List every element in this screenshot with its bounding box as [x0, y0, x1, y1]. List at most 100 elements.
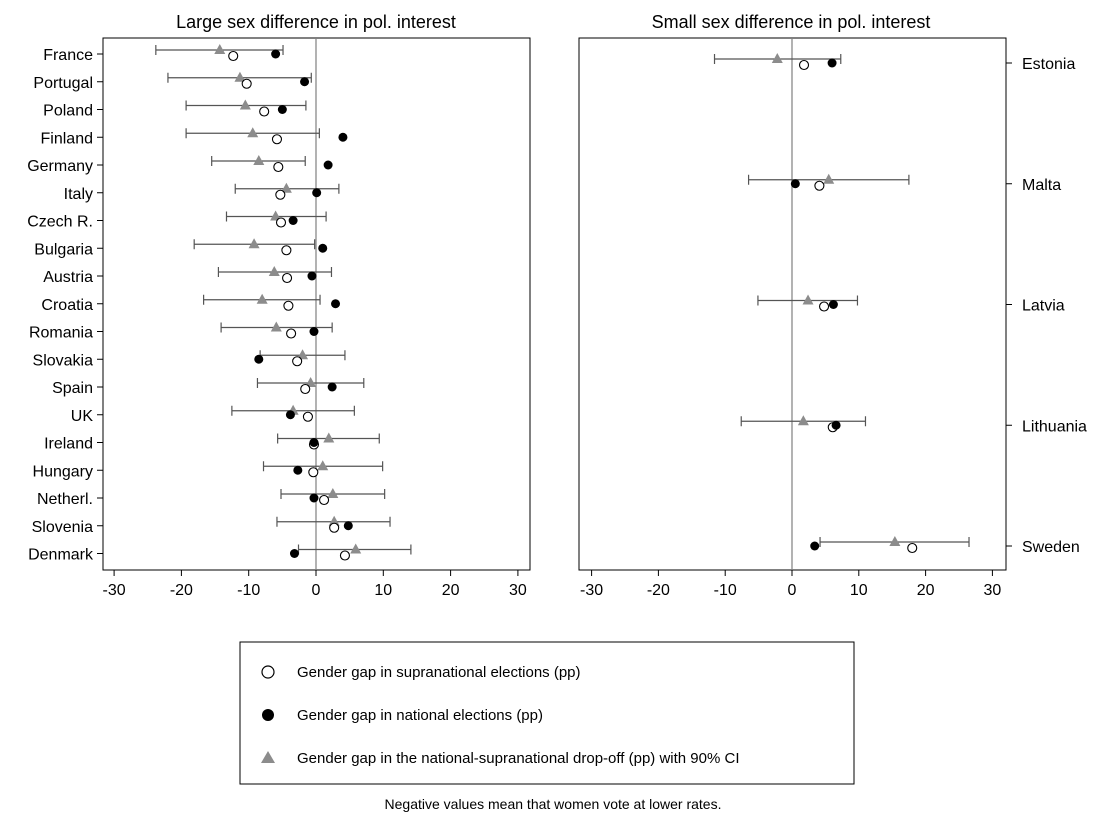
y-category-label: Slovenia	[32, 519, 93, 536]
supranational-point	[275, 189, 286, 200]
y-category-label: Bulgaria	[34, 241, 93, 258]
supranational-point	[259, 106, 270, 117]
national-point	[289, 549, 299, 558]
y-category-label: France	[43, 47, 93, 64]
x-tick-label: 0	[312, 582, 321, 599]
supranational-point	[319, 494, 330, 506]
dropoff-triangle	[280, 182, 292, 193]
x-tick-label: 10	[850, 582, 868, 599]
panel-large-difference: Large sex difference in pol. interest Fr…	[27, 12, 531, 599]
dropoff-triangle	[234, 71, 246, 82]
dropoff-triangle	[823, 173, 835, 184]
national-point	[288, 216, 298, 225]
national-point	[271, 49, 281, 59]
legend-label-supranational: Gender gap in supranational elections (p…	[297, 664, 581, 681]
legend-box	[239, 641, 855, 785]
supranational-point	[283, 300, 294, 311]
supranational-point	[907, 542, 918, 554]
national-point	[285, 410, 295, 420]
panel-title-left: Large sex difference in pol. interest	[176, 12, 456, 32]
x-tick-label: -30	[580, 582, 603, 599]
y-category-label: Portugal	[33, 75, 93, 92]
y-category-label: Latvia	[1022, 298, 1065, 315]
supranational-point	[286, 328, 297, 339]
national-point	[831, 420, 841, 430]
dropoff-triangle	[350, 543, 362, 554]
supranational-point	[273, 161, 284, 173]
supranational-point	[275, 217, 287, 228]
national-point	[309, 327, 319, 336]
legend-label-national: Gender gap in national elections (pp)	[297, 707, 543, 724]
dropoff-triangle	[256, 293, 268, 304]
national-point	[327, 382, 337, 392]
y-category-label: UK	[71, 408, 94, 425]
panel-title-right: Small sex difference in pol. interest	[652, 12, 931, 32]
y-category-label: Italy	[64, 186, 93, 203]
national-point	[254, 354, 264, 364]
national-point	[293, 465, 303, 475]
supranational-point	[302, 411, 313, 422]
y-category-label: Netherl.	[37, 491, 93, 508]
supranational-point	[271, 134, 283, 145]
x-tick-label: 20	[442, 582, 460, 599]
dropoff-triangle	[323, 432, 335, 443]
supranational-point	[814, 180, 825, 191]
supranational-point	[228, 50, 239, 62]
legend-open-circle-icon	[261, 665, 275, 679]
national-point	[810, 541, 820, 551]
chart-note: Negative values mean that women vote at …	[385, 796, 722, 812]
supranational-point	[329, 522, 340, 533]
x-tick-label: 0	[788, 582, 797, 599]
national-point	[277, 105, 287, 114]
national-point	[318, 243, 328, 253]
dropoff-triangle	[328, 515, 340, 526]
x-tick-label: -10	[237, 582, 260, 599]
supranational-point	[292, 356, 303, 367]
national-point	[331, 299, 341, 309]
y-category-label: Croatia	[41, 297, 93, 314]
y-category-label: Hungary	[33, 463, 93, 480]
supranational-point	[281, 245, 292, 256]
dropoff-triangle	[305, 377, 317, 387]
dropoff-triangle	[889, 536, 901, 546]
y-category-label: Austria	[43, 269, 93, 286]
legend-label-dropoff: Gender gap in the national-supranational…	[297, 750, 740, 767]
y-category-label: Spain	[52, 380, 93, 397]
supranational-point	[282, 272, 293, 284]
national-point	[309, 438, 319, 447]
y-category-label: Romania	[29, 325, 93, 342]
x-tick-label: 30	[509, 582, 527, 599]
national-point	[309, 493, 319, 503]
y-category-label: Lithuania	[1022, 418, 1087, 435]
y-category-label: Finland	[41, 130, 93, 147]
dropoff-triangle	[248, 238, 260, 249]
y-category-label: Denmark	[28, 547, 94, 564]
y-category-label: Sweden	[1022, 539, 1080, 556]
supranational-point	[308, 467, 319, 478]
legend-filled-circle-icon	[262, 709, 274, 721]
legend-triangle-icon	[261, 751, 275, 763]
national-point	[343, 521, 353, 531]
y-category-label: Ireland	[44, 436, 93, 453]
x-tick-label: 20	[917, 582, 935, 599]
x-tick-label: 30	[984, 582, 1002, 599]
y-category-label: Germany	[27, 158, 93, 175]
dropoff-triangle	[247, 127, 259, 138]
dropoff-triangle	[327, 488, 339, 498]
national-point	[300, 77, 310, 87]
dropoff-triangle	[797, 415, 809, 426]
legend: Gender gap in supranational elections (p…	[239, 641, 855, 785]
supranational-point	[339, 550, 350, 561]
dropoff-triangle	[771, 53, 783, 63]
y-category-label: Estonia	[1022, 56, 1075, 73]
panel-small-difference: Small sex difference in pol. interest Es…	[578, 12, 1087, 599]
x-tick-label: -10	[714, 582, 737, 599]
x-tick-label: 10	[374, 582, 392, 599]
dropoff-triangle	[297, 349, 309, 360]
supranational-point	[241, 78, 252, 89]
y-category-label: Poland	[43, 103, 93, 120]
x-tick-label: -20	[647, 582, 670, 599]
national-point	[338, 132, 348, 142]
national-point	[312, 188, 322, 198]
